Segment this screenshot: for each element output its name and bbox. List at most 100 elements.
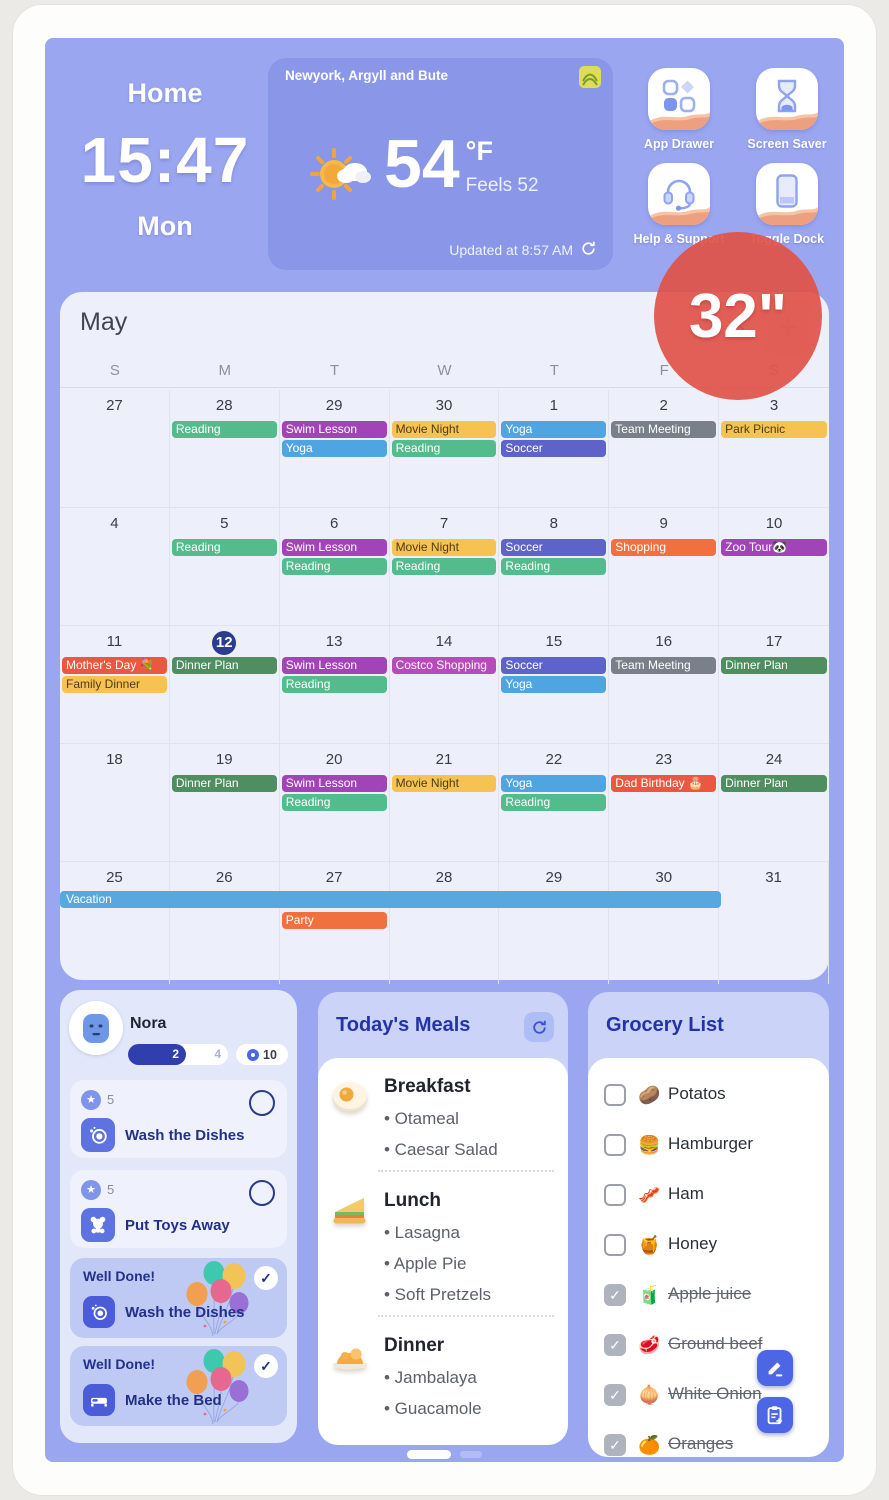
calendar-event[interactable]: Swim Lesson: [281, 421, 387, 438]
grocery-item[interactable]: ✓ 🥩 Ground beef: [588, 1320, 829, 1370]
calendar-event[interactable]: Yoga: [281, 440, 387, 457]
weather-refresh-icon[interactable]: [580, 240, 597, 260]
page-dot-active[interactable]: [407, 1450, 451, 1459]
grocery-item[interactable]: 🥔 Potatos: [588, 1070, 829, 1120]
calendar-day-cell[interactable]: 3 Park Picnic: [719, 390, 829, 507]
calendar-day-cell[interactable]: 25: [60, 862, 170, 984]
calendar-day-cell[interactable]: 27 Party: [280, 862, 390, 984]
calendar-day-cell[interactable]: 20 Swim Lesson Reading: [280, 744, 390, 861]
calendar-event[interactable]: Swim Lesson: [281, 657, 387, 674]
chore-task-card[interactable]: ★ 5 Wash the Dishes: [70, 1080, 287, 1158]
calendar-event[interactable]: Dad Birthday 🎂: [611, 775, 717, 792]
grocery-checkbox[interactable]: ✓: [604, 1434, 626, 1456]
weather-card[interactable]: Newyork, Argyll and Bute: [268, 58, 613, 270]
calendar-event[interactable]: Yoga: [501, 421, 607, 438]
calendar-day-cell[interactable]: 23 Dad Birthday 🎂: [609, 744, 720, 861]
calendar-day-cell[interactable]: 6 Swim Lesson Reading: [280, 508, 390, 625]
app-shortcut-app-drawer[interactable]: App Drawer: [625, 68, 733, 151]
calendar-day-cell[interactable]: 13 Swim Lesson Reading: [280, 626, 390, 743]
calendar-event[interactable]: Dinner Plan: [171, 657, 277, 674]
calendar-event[interactable]: Reading: [281, 794, 387, 811]
calendar-event[interactable]: Reading: [501, 558, 607, 575]
calendar-day-cell[interactable]: 10 Zoo Tour🐼: [719, 508, 829, 625]
page-dot-inactive[interactable]: [460, 1451, 482, 1458]
app-shortcut-help-support[interactable]: Help & Support: [625, 163, 733, 246]
calendar-event[interactable]: Family Dinner: [62, 676, 167, 693]
app-shortcut-toggle-dock[interactable]: Toggle Dock: [733, 163, 841, 246]
calendar-day-cell[interactable]: 26: [170, 862, 280, 984]
app-shortcut-screen-saver[interactable]: Screen Saver: [733, 68, 841, 151]
chore-done-card[interactable]: Well Done! ✓ Wash the Dishes: [70, 1258, 287, 1338]
calendar-event[interactable]: Yoga: [501, 775, 607, 792]
grocery-item[interactable]: 🥓 Ham: [588, 1170, 829, 1220]
calendar-day-cell[interactable]: 5 Reading: [170, 508, 280, 625]
grocery-checkbox[interactable]: ✓: [604, 1384, 626, 1406]
calendar-event[interactable]: Reading: [391, 558, 497, 575]
grocery-item[interactable]: 🍔 Hamburger: [588, 1120, 829, 1170]
grocery-checkbox[interactable]: ✓: [604, 1284, 626, 1306]
grocery-item[interactable]: ✓ 🧃 Apple juice: [588, 1270, 829, 1320]
grocery-item[interactable]: ✓ 🍊 Oranges: [588, 1420, 829, 1457]
calendar-event[interactable]: Yoga: [501, 676, 607, 693]
calendar-day-cell[interactable]: 29: [499, 862, 610, 984]
grocery-checkbox[interactable]: [604, 1084, 626, 1106]
calendar-event[interactable]: Movie Night: [391, 421, 497, 438]
calendar-event[interactable]: Team Meeting: [611, 657, 717, 674]
meals-refresh-button[interactable]: [524, 1012, 554, 1042]
calendar-event[interactable]: Mother's Day 💐: [62, 657, 167, 674]
calendar-event[interactable]: Soccer: [501, 657, 607, 674]
calendar-event[interactable]: Zoo Tour🐼: [721, 539, 827, 556]
grocery-item[interactable]: ✓ 🧅 White Onion: [588, 1370, 829, 1420]
done-check[interactable]: ✓: [254, 1354, 278, 1378]
calendar-event[interactable]: Movie Night: [391, 775, 497, 792]
edit-list-button[interactable]: [757, 1350, 793, 1386]
calendar-day-cell[interactable]: 11 Mother's Day 💐 Family Dinner: [60, 626, 170, 743]
calendar-day-cell[interactable]: 15 Soccer Yoga: [499, 626, 610, 743]
calendar-day-cell[interactable]: 19 Dinner Plan: [170, 744, 280, 861]
calendar-event[interactable]: Reading: [171, 539, 277, 556]
calendar-day-cell[interactable]: 30 Movie Night Reading: [390, 390, 500, 507]
calendar-day-cell[interactable]: 9 Shopping: [609, 508, 720, 625]
calendar-day-cell[interactable]: 30: [609, 862, 720, 984]
grocery-checkbox[interactable]: ✓: [604, 1334, 626, 1356]
calendar-day-cell[interactable]: 21 Movie Night: [390, 744, 500, 861]
calendar-event[interactable]: Party: [281, 912, 387, 929]
calendar-day-cell[interactable]: 27: [60, 390, 170, 507]
grocery-checkbox[interactable]: [604, 1184, 626, 1206]
calendar-event[interactable]: Soccer: [501, 539, 607, 556]
avatar[interactable]: [69, 1001, 123, 1055]
grocery-checkbox[interactable]: [604, 1134, 626, 1156]
add-to-list-button[interactable]: [757, 1397, 793, 1433]
calendar-day-cell[interactable]: 29 Swim Lesson Yoga: [280, 390, 390, 507]
calendar-day-cell[interactable]: 28: [390, 862, 500, 984]
calendar-event[interactable]: Soccer: [501, 440, 607, 457]
calendar-day-cell[interactable]: 16 Team Meeting: [609, 626, 720, 743]
calendar-event[interactable]: Reading: [171, 421, 277, 438]
calendar-event[interactable]: Shopping: [611, 539, 717, 556]
calendar-event[interactable]: Reading: [281, 676, 387, 693]
calendar-day-cell[interactable]: 22 Yoga Reading: [499, 744, 610, 861]
calendar-event[interactable]: Dinner Plan: [721, 657, 827, 674]
calendar-event[interactable]: Team Meeting: [611, 421, 717, 438]
calendar-event[interactable]: Reading: [501, 794, 607, 811]
done-check[interactable]: ✓: [254, 1266, 278, 1290]
calendar-day-cell[interactable]: 7 Movie Night Reading: [390, 508, 500, 625]
calendar-event[interactable]: Dinner Plan: [721, 775, 827, 792]
calendar-event[interactable]: Reading: [391, 440, 497, 457]
multi-day-event[interactable]: Vacation: [60, 891, 722, 908]
task-checkbox[interactable]: [249, 1180, 275, 1206]
calendar-day-cell[interactable]: 31: [719, 862, 829, 984]
calendar-event[interactable]: Movie Night: [391, 539, 497, 556]
calendar-day-cell[interactable]: 18: [60, 744, 170, 861]
calendar-day-cell[interactable]: 17 Dinner Plan: [719, 626, 829, 743]
grocery-item[interactable]: 🍯 Honey: [588, 1220, 829, 1270]
calendar-event[interactable]: Reading: [281, 558, 387, 575]
calendar-day-cell[interactable]: 8 Soccer Reading: [499, 508, 610, 625]
calendar-day-cell[interactable]: 28 Reading: [170, 390, 280, 507]
calendar-day-cell[interactable]: 14 Costco Shopping: [390, 626, 500, 743]
calendar-day-cell[interactable]: 24 Dinner Plan: [719, 744, 829, 861]
chore-done-card[interactable]: Well Done! ✓ Make the Bed: [70, 1346, 287, 1426]
calendar-event[interactable]: Swim Lesson: [281, 539, 387, 556]
chore-task-card[interactable]: ★ 5 Put Toys Away: [70, 1170, 287, 1248]
calendar-event[interactable]: Swim Lesson: [281, 775, 387, 792]
